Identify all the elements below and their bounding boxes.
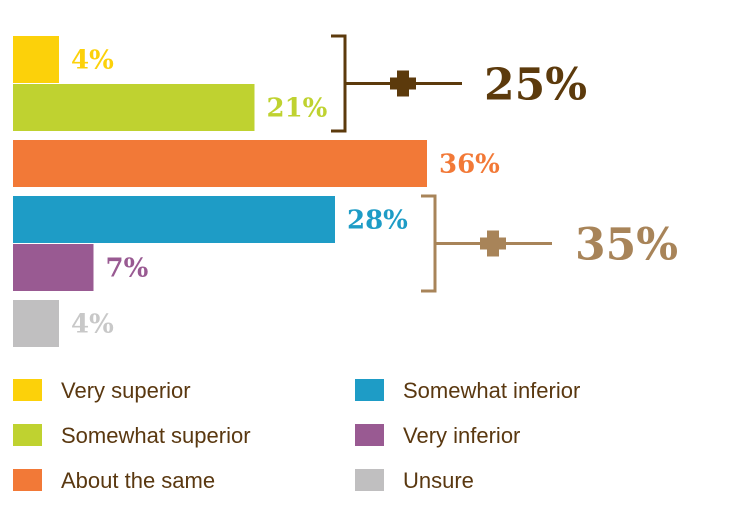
value-label-very-inferior: 7% xyxy=(106,254,149,284)
legend-item-somewhat-inferior: Somewhat inferior xyxy=(355,378,580,403)
legend-swatch-about-the-same xyxy=(13,469,42,491)
sum-label-2: 35% xyxy=(575,220,678,271)
legend-item-unsure: Unsure xyxy=(355,468,474,493)
bar-somewhat-superior xyxy=(13,84,255,131)
bracket-1: 25% xyxy=(331,34,587,133)
sum-label-1: 25% xyxy=(484,60,587,111)
legend-item-somewhat-superior: Somewhat superior xyxy=(13,423,251,448)
bar-about-the-same xyxy=(13,140,427,187)
legend-swatch-very-superior xyxy=(13,379,42,401)
legend-label-about-the-same: About the same xyxy=(61,468,215,493)
bars-group xyxy=(13,36,427,347)
legend-item-very-superior: Very superior xyxy=(13,378,191,403)
value-label-unsure: 4% xyxy=(71,310,114,340)
legend-label-very-inferior: Very inferior xyxy=(403,423,520,448)
legend-swatch-somewhat-superior xyxy=(13,424,42,446)
bar-unsure xyxy=(13,300,59,347)
bar-very-inferior xyxy=(13,244,94,291)
legend: Very superior Somewhat superior About the … xyxy=(13,378,580,493)
plus-icon xyxy=(480,230,506,257)
brackets-group: 25% 35% xyxy=(331,34,678,293)
legend-swatch-unsure xyxy=(355,469,384,491)
value-label-very-superior: 4% xyxy=(71,46,114,76)
value-label-somewhat-inferior: 28% xyxy=(347,206,408,236)
bar-very-superior xyxy=(13,36,59,83)
bracket-line-1 xyxy=(331,34,347,133)
value-label-somewhat-superior: 21% xyxy=(267,94,328,124)
legend-label-somewhat-inferior: Somewhat inferior xyxy=(403,378,580,403)
legend-label-somewhat-superior: Somewhat superior xyxy=(61,423,251,448)
legend-label-unsure: Unsure xyxy=(403,468,474,493)
legend-swatch-somewhat-inferior xyxy=(355,379,384,401)
bracket-line-2 xyxy=(421,194,437,293)
legend-label-very-superior: Very superior xyxy=(61,378,191,403)
legend-item-about-the-same: About the same xyxy=(13,468,215,493)
legend-swatch-very-inferior xyxy=(355,424,384,446)
legend-item-very-inferior: Very inferior xyxy=(355,423,520,448)
value-labels-group: 4% 21% 36% 28% 7% 4% xyxy=(71,46,500,340)
bracket-2: 35% xyxy=(421,194,678,293)
value-label-about-the-same: 36% xyxy=(439,150,500,180)
bar-somewhat-inferior xyxy=(13,196,335,243)
plus-icon xyxy=(390,70,416,97)
